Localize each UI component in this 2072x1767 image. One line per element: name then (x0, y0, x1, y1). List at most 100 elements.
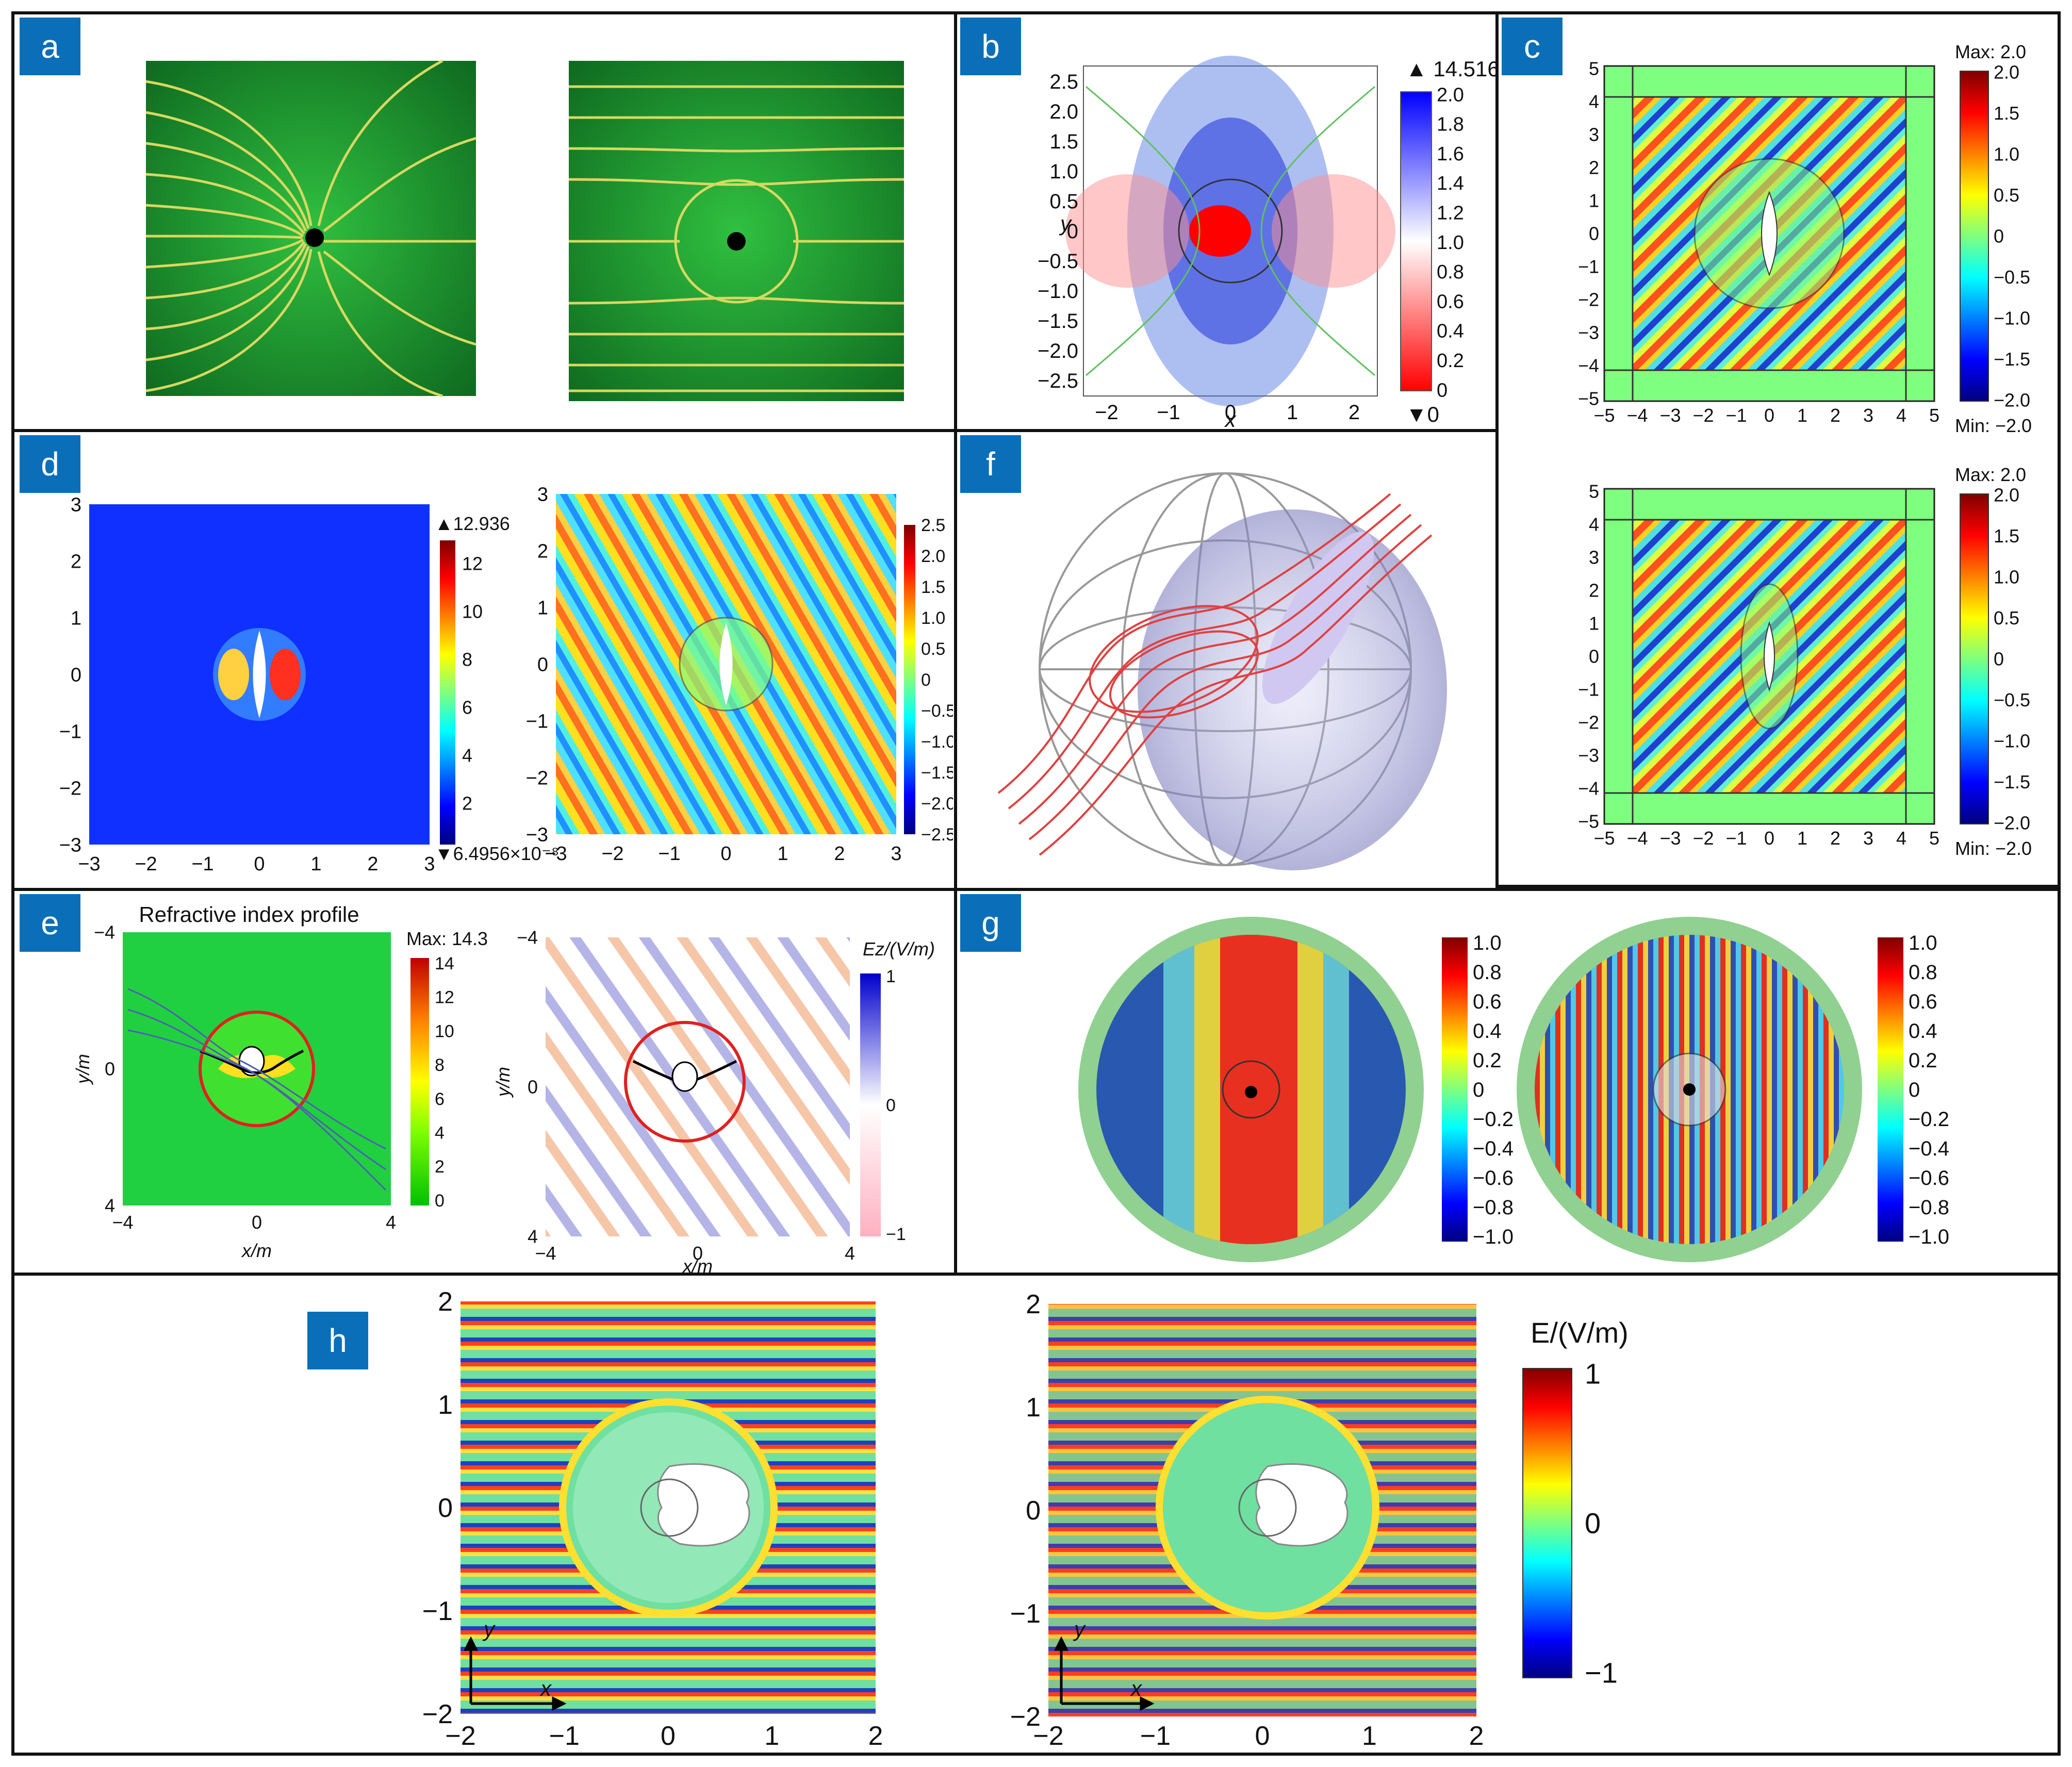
tick-label: 1.6 (1437, 143, 1464, 165)
tick-label: 2.0 (1049, 101, 1078, 123)
tick-label: 2 (367, 853, 378, 875)
tick-label: −2 (601, 843, 623, 865)
tick-label: −1 (1140, 1721, 1171, 1751)
colorbar: 2.0 1.8 1.6 1.4 1.2 1.0 0.8 0.6 0.4 0.2 0 ▲ 14.516… (1400, 57, 1500, 426)
tick-label: −0.6 (1909, 1167, 1949, 1190)
panel-g-figure: 1.0 0.8 0.6 0.4 0.2 0 −0.2 −0.4 −0.6 −0.8 −1.0 1.0… (1078, 917, 1949, 1262)
tick-label: 0 (1026, 1496, 1041, 1526)
tick-label: −1 (658, 843, 680, 865)
tick-label: −1.0 (1994, 308, 2030, 329)
tick-label: 1 (1362, 1721, 1377, 1751)
tick-label: 2 (462, 793, 472, 814)
tick-label: −0.8 (1909, 1196, 1949, 1219)
tick-label: −4 (1578, 355, 1599, 376)
tick-label: 4 (845, 1243, 855, 1264)
tick-label: 5 (1929, 405, 1939, 426)
tick-label: 0 (252, 1212, 262, 1233)
tick-label: −1 (1578, 256, 1599, 277)
colorbar-min: ▼6.4956×10⁻⁸ (435, 843, 559, 864)
tick-label: 0.2 (1473, 1049, 1502, 1072)
tick-label: −2 (1095, 401, 1119, 424)
tick-label: 0 (1585, 1507, 1601, 1540)
tick-label: 12 (462, 553, 483, 574)
tick-label: 1 (886, 967, 896, 986)
tick-label: −0.4 (1909, 1137, 1949, 1160)
panel-label: e (20, 894, 80, 952)
tick-label: −0.5 (921, 701, 953, 721)
tick-label: −2 (445, 1721, 475, 1751)
tick-label: −3 (1659, 828, 1681, 849)
tick-label: 1.0 (1909, 932, 1937, 954)
tick-label: −4 (535, 1243, 556, 1264)
tick-label: 3 (537, 484, 548, 505)
tick-label: 3 (1589, 547, 1599, 568)
tick-label: 1.0 (1437, 232, 1464, 254)
tick-label: 0 (1589, 646, 1599, 667)
plot-left (1078, 917, 1424, 1262)
colorbar-min: ▼0 (1406, 402, 1439, 426)
tick-label: −1 (886, 1225, 906, 1244)
tick-label: −1.5 (1038, 310, 1078, 333)
tick-label: −3 (1578, 745, 1599, 766)
tick-label: 1 (310, 853, 321, 875)
tick-label: −1.0 (1038, 280, 1078, 303)
tick-label: −0.5 (1038, 250, 1078, 273)
tick-label: −2 (422, 1699, 453, 1729)
tick-label: −2 (59, 778, 81, 799)
panel-h: h 2 1 0 −1 −2 −2 −1 0 1 2 y x 2 1 0 −1 −2 −2 −1 0 1 2 (11, 1273, 2061, 1756)
tick-label: 3 (891, 843, 901, 865)
tick-label: 2 (1469, 1721, 1484, 1751)
panel-g: g 1.0 0.8 0.6 0.4 0.2 0 −0.2 −0.4 −0.6 −0.8 −1.0 (954, 888, 2061, 1276)
tick-label: −3 (59, 834, 81, 856)
tick-label: 3 (1589, 124, 1599, 145)
tick-label: 1 (777, 843, 788, 865)
tick-label: 14 (435, 954, 454, 973)
tick-label: −0.4 (1473, 1137, 1514, 1160)
x-axis-label: x (1224, 407, 1237, 429)
tick-label: 0.2 (1437, 350, 1464, 372)
tick-label: 1 (1589, 613, 1599, 634)
tick-label: 0 (921, 670, 931, 690)
tick-label: 1 (1797, 405, 1807, 426)
tick-label: 2 (1830, 405, 1840, 426)
tick-label: 0 (528, 1077, 538, 1098)
colorbar-min-label: Min: −2.0 (1955, 838, 2032, 859)
tick-label: 1.0 (921, 608, 945, 628)
tick-label: −4 (94, 922, 115, 943)
tick-label: 1 (438, 1390, 453, 1420)
tick-label: −2.5 (1038, 370, 1078, 392)
tick-label: 8 (435, 1055, 445, 1075)
tick-label: 8 (462, 649, 472, 670)
tick-label: −1.5 (921, 763, 953, 783)
tick-label: −1 (1157, 401, 1180, 424)
tick-label: −2.0 (1038, 340, 1078, 362)
tick-label: −2 (1578, 289, 1599, 310)
tick-label: 0.4 (1473, 1020, 1502, 1043)
tick-label: 0 (661, 1721, 676, 1751)
colorbar-title: Ez/(V/m) (863, 938, 935, 960)
tick-label: 2 (834, 843, 845, 865)
tick-label: 0 (1255, 1721, 1270, 1751)
y-axis-ticks: 2.5 2.0 1.5 1.0 0.5 0 −0.5 −1.0 −1.5 −2.0 −2.5 (1038, 71, 1078, 392)
tick-label: 0 (1764, 828, 1774, 849)
tick-label: −4 (1626, 405, 1648, 426)
plot-title: Refractive index profile (139, 902, 359, 927)
tick-label: −2 (1692, 405, 1714, 426)
tick-label: −1 (1725, 405, 1747, 426)
panel-h-figure: 210−1−2−2 −1 0 1 2 y x 210−1−2−2 −1 0 1 2 y x E/… (422, 1287, 1629, 1751)
panel-b-figure: 2.52.01.51.00.50−0.5−1.0−1.5−2.0−2.5 −2−… (1038, 56, 1500, 432)
tick-label: −0.5 (1994, 267, 2030, 288)
tick-label: 0 (71, 664, 81, 686)
axis-y-label: y (482, 1617, 496, 1641)
y-axis-label: y (1059, 211, 1073, 236)
panel-label: b (960, 18, 1021, 75)
tick-label: −1 (526, 711, 548, 732)
tick-label: 1.5 (1994, 103, 2019, 124)
tick-label: 0 (1225, 401, 1236, 424)
panel-f-figure (997, 472, 1447, 870)
tick-label: −4 (1626, 828, 1648, 849)
tick-label: 5 (1589, 58, 1599, 79)
panel-label: h (307, 1312, 368, 1369)
tick-label: −0.2 (1909, 1108, 1949, 1131)
